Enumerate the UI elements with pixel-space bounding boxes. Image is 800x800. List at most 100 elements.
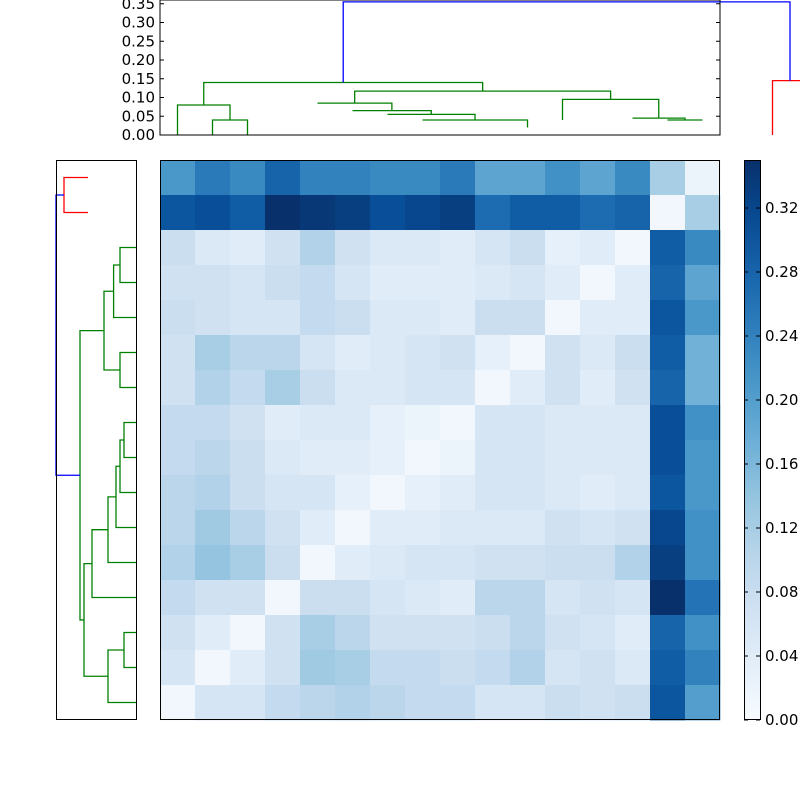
- colorbar: [744, 160, 761, 720]
- colorbar-tick-label: 0.32: [765, 199, 798, 217]
- heatmap-cell: [650, 370, 686, 406]
- heatmap-cell: [300, 615, 336, 651]
- heatmap-cell: [580, 650, 616, 686]
- heatmap-cell: [650, 685, 686, 721]
- heatmap-cell: [300, 300, 336, 336]
- heatmap-cell: [615, 370, 651, 406]
- heatmap-cell: [510, 300, 546, 336]
- heatmap-cell: [475, 300, 511, 336]
- left-dendrogram-frame: [56, 160, 137, 720]
- heatmap-cell: [475, 160, 511, 196]
- heatmap-cell: [440, 195, 476, 231]
- heatmap-cell: [685, 335, 721, 371]
- heatmap-frame: [160, 160, 720, 720]
- heatmap-cell: [160, 440, 196, 476]
- heatmap-cell: [650, 230, 686, 266]
- heatmap-cell: [300, 580, 336, 616]
- heatmap-cell: [405, 510, 441, 546]
- heatmap-cell: [195, 265, 231, 301]
- heatmap-cell: [440, 615, 476, 651]
- dendrogram-link: [632, 117, 686, 120]
- heatmap-cell: [370, 440, 406, 476]
- heatmap-cell: [195, 650, 231, 686]
- heatmap-cell: [265, 545, 301, 581]
- heatmap-cell: [335, 510, 371, 546]
- heatmap-cell: [335, 475, 371, 511]
- heatmap-cell: [615, 615, 651, 651]
- top-dendrogram-y-axis: 0.000.050.100.150.200.250.300.35: [122, 0, 720, 144]
- heatmap-cell: [160, 405, 196, 441]
- heatmap-cell: [580, 405, 616, 441]
- heatmap-cell: [160, 475, 196, 511]
- heatmap-cell: [335, 300, 371, 336]
- heatmap-cell: [230, 405, 266, 441]
- heatmap-cell: [160, 300, 196, 336]
- heatmap-cell: [475, 685, 511, 721]
- heatmap: [160, 160, 721, 721]
- heatmap-cell: [300, 265, 336, 301]
- y-tick-label: 0.00: [122, 126, 155, 144]
- heatmap-cell: [300, 440, 336, 476]
- heatmap-cell: [475, 510, 511, 546]
- y-tick-label: 0.25: [122, 32, 155, 50]
- heatmap-cell: [230, 300, 266, 336]
- heatmap-cell: [195, 580, 231, 616]
- heatmap-cell: [195, 685, 231, 721]
- heatmap-cell: [265, 335, 301, 371]
- heatmap-cell: [440, 335, 476, 371]
- heatmap-cell: [405, 475, 441, 511]
- heatmap-cell: [580, 300, 616, 336]
- heatmap-cell: [265, 265, 301, 301]
- heatmap-cell: [265, 475, 301, 511]
- heatmap-cell: [580, 195, 616, 231]
- heatmap-cell: [510, 265, 546, 301]
- heatmap-cell: [230, 545, 266, 581]
- heatmap-cell: [265, 615, 301, 651]
- heatmap-cell: [405, 370, 441, 406]
- heatmap-cell: [510, 230, 546, 266]
- heatmap-cell: [160, 650, 196, 686]
- heatmap-cell: [615, 580, 651, 616]
- heatmap-cell: [440, 370, 476, 406]
- heatmap-cell: [335, 335, 371, 371]
- heatmap-cell: [265, 685, 301, 721]
- heatmap-cell: [265, 650, 301, 686]
- heatmap-cell: [300, 650, 336, 686]
- heatmap-cell: [685, 370, 721, 406]
- heatmap-cell: [370, 195, 406, 231]
- heatmap-cell: [510, 440, 546, 476]
- heatmap-cell: [510, 545, 546, 581]
- heatmap-cell: [650, 545, 686, 581]
- heatmap-cell: [615, 685, 651, 721]
- colorbar-tick-label: 0.16: [765, 455, 798, 473]
- heatmap-cell: [440, 580, 476, 616]
- heatmap-cell: [650, 475, 686, 511]
- heatmap-cell: [405, 195, 441, 231]
- heatmap-cell: [510, 580, 546, 616]
- heatmap-cell: [580, 615, 616, 651]
- heatmap-cell: [195, 195, 231, 231]
- heatmap-cell: [440, 650, 476, 686]
- heatmap-cell: [615, 545, 651, 581]
- heatmap-cell: [650, 615, 686, 651]
- heatmap-cell: [405, 685, 441, 721]
- heatmap-cell: [370, 405, 406, 441]
- heatmap-cell: [405, 440, 441, 476]
- heatmap-cell: [195, 300, 231, 336]
- heatmap-cell: [475, 615, 511, 651]
- heatmap-cell: [230, 160, 266, 196]
- heatmap-cell: [685, 265, 721, 301]
- heatmap-cell: [615, 265, 651, 301]
- heatmap-cell: [475, 230, 511, 266]
- heatmap-cell: [545, 370, 581, 406]
- heatmap-cell: [230, 650, 266, 686]
- heatmap-cell: [195, 510, 231, 546]
- heatmap-cell: [265, 440, 301, 476]
- heatmap-cell: [440, 475, 476, 511]
- heatmap-cell: [160, 160, 196, 196]
- y-tick-label: 0.10: [122, 89, 155, 107]
- heatmap-cell: [160, 545, 196, 581]
- heatmap-cell: [335, 580, 371, 616]
- heatmap-cell: [615, 650, 651, 686]
